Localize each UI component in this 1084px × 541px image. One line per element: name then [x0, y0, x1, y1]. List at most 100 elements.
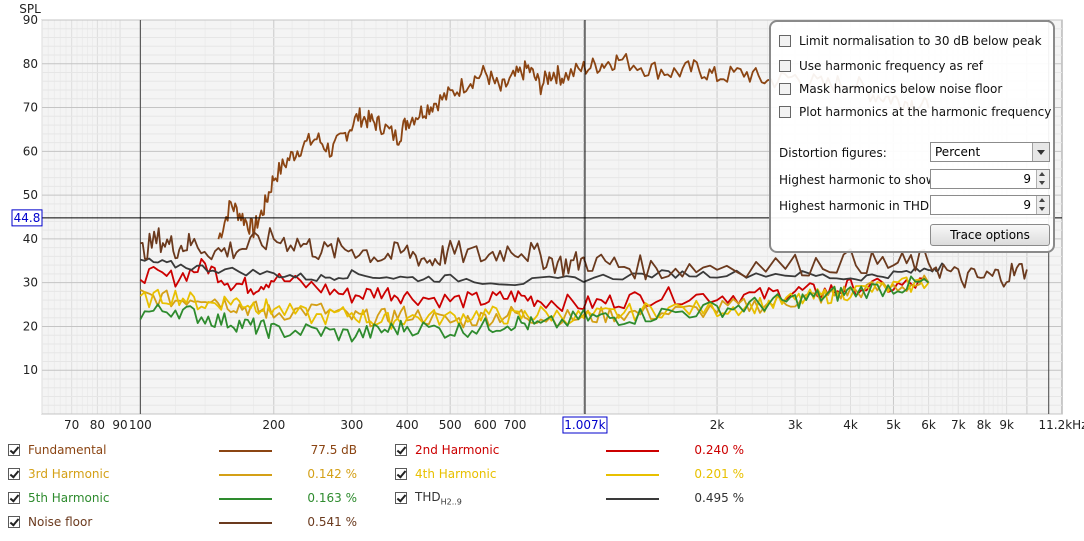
- chevron-down-icon[interactable]: [1032, 143, 1049, 161]
- legend-label: 2nd Harmonic: [415, 443, 500, 457]
- 2nd-harmonic-checkbox[interactable]: [395, 444, 407, 456]
- cursor-y-box: [11, 209, 43, 227]
- mask-harmonics-label: Mask harmonics below noise floor: [799, 82, 1003, 96]
- plot-harmonics-checkbox[interactable]: [779, 106, 791, 118]
- thd-checkbox[interactable]: [395, 492, 407, 504]
- highest-harmonic-thd-label: Highest harmonic in THD:: [779, 199, 934, 213]
- y-tick-label: 80: [23, 57, 38, 71]
- cursor-x-box: [562, 416, 608, 434]
- y-tick-label: 70: [23, 101, 38, 115]
- legend-swatch: [606, 450, 659, 452]
- fundamental-checkbox[interactable]: [8, 444, 20, 456]
- legend-item-3rd-harmonic[interactable]: 3rd Harmonic: [8, 464, 109, 484]
- y-tick-label: 40: [23, 232, 38, 246]
- distortion-figures-label: Distortion figures:: [779, 146, 887, 160]
- harmonic-frequency-ref-checkbox[interactable]: [779, 60, 791, 72]
- legend-item-fundamental[interactable]: Fundamental: [8, 440, 107, 460]
- x-tick-label: 500: [439, 418, 462, 432]
- x-tick-label: 80: [90, 418, 105, 432]
- series-line-thd: [140, 257, 945, 287]
- legend-value: 0.495 %: [694, 491, 744, 505]
- legend-value: 77.5 dB: [310, 443, 357, 457]
- legend-value: 0.163 %: [307, 491, 357, 505]
- distortion-figures-select[interactable]: Percent: [930, 142, 1050, 162]
- x-tick-label: 7k: [951, 418, 966, 432]
- legend-label: Fundamental: [28, 443, 107, 457]
- series-line-noise-floor: [140, 227, 1028, 289]
- legend-label: 3rd Harmonic: [28, 467, 110, 481]
- highest-harmonic-show-stepper[interactable]: 9: [930, 169, 1050, 189]
- legend-swatch: [219, 474, 272, 476]
- legend-swatch: [219, 498, 272, 500]
- x-tick-label: 5k: [886, 418, 901, 432]
- x-tick-label: 9k: [999, 418, 1014, 432]
- series-line-5th-harmonic: [139, 275, 930, 343]
- harmonic-frequency-ref-option[interactable]: Use harmonic frequency as ref: [779, 59, 983, 73]
- plot-harmonics-option[interactable]: Plot harmonics at the harmonic frequency: [779, 105, 1051, 119]
- legend-item-4th-harmonic[interactable]: 4th Harmonic: [395, 464, 496, 484]
- chart-series: [139, 53, 1028, 343]
- x-tick-label: 6k: [921, 418, 936, 432]
- chart-legend: Fundamental 77.5 dB 3rd Harmonic 0.142 %…: [0, 438, 1084, 541]
- legend-swatch: [606, 474, 659, 476]
- y-axis-label: SPL: [19, 2, 41, 16]
- 4th-harmonic-checkbox[interactable]: [395, 468, 407, 480]
- x-tick-label: 100: [129, 418, 152, 432]
- distortion-options-panel: Limit normalisation to 30 dB below peak …: [769, 20, 1055, 253]
- x-tick-label: 400: [396, 418, 419, 432]
- thd-name: THD: [415, 489, 441, 504]
- legend-label: 5th Harmonic: [28, 491, 110, 505]
- trace-options-button[interactable]: Trace options: [930, 224, 1050, 246]
- legend-label: Noise floor: [28, 515, 93, 529]
- highest-harmonic-show-label: Highest harmonic to show:: [779, 173, 940, 187]
- plot-harmonics-label: Plot harmonics at the harmonic frequency: [799, 105, 1052, 119]
- y-tick-label: 10: [23, 363, 38, 377]
- noise-floor-checkbox[interactable]: [8, 516, 20, 528]
- legend-swatch: [219, 522, 272, 524]
- x-tick-label: 90: [112, 418, 127, 432]
- x-tick-label: 700: [504, 418, 527, 432]
- x-tick-label: 600: [474, 418, 497, 432]
- highest-harmonic-thd-value: 9: [1023, 198, 1031, 212]
- spin-down-icon[interactable]: [1036, 179, 1049, 188]
- mask-harmonics-option[interactable]: Mask harmonics below noise floor: [779, 82, 1002, 96]
- legend-value: 0.541 %: [307, 515, 357, 529]
- x-axis-end-label: 11.2kHz: [1039, 418, 1084, 432]
- legend-label: THDH2..9: [415, 490, 462, 506]
- x-tick-label: 3k: [788, 418, 803, 432]
- y-tick-label: 30: [23, 276, 38, 290]
- mask-harmonics-checkbox[interactable]: [779, 83, 791, 95]
- legend-item-noise-floor[interactable]: Noise floor: [8, 512, 92, 532]
- y-tick-label: 50: [23, 188, 38, 202]
- cursor-x-label: 1.007k: [564, 418, 605, 432]
- cursor-y-label: 44.8: [14, 211, 41, 225]
- legend-swatch: [219, 450, 272, 452]
- legend-value: 0.142 %: [307, 467, 357, 481]
- x-tick-label: 200: [262, 418, 285, 432]
- x-tick-label: 2k: [710, 418, 725, 432]
- highest-harmonic-thd-stepper[interactable]: 9: [930, 195, 1050, 215]
- legend-swatch: [606, 498, 659, 500]
- y-tick-label: 20: [23, 319, 38, 333]
- thd-subscript: H2..9: [440, 497, 462, 507]
- limit-normalisation-option[interactable]: Limit normalisation to 30 dB below peak: [779, 34, 1042, 48]
- legend-value: 0.201 %: [694, 467, 744, 481]
- y-tick-label: 90: [23, 13, 38, 27]
- harmonic-frequency-ref-label: Use harmonic frequency as ref: [799, 59, 983, 73]
- series-line-fundamental: [217, 53, 930, 240]
- limit-normalisation-label: Limit normalisation to 30 dB below peak: [799, 34, 1042, 48]
- x-tick-label: 4k: [843, 418, 858, 432]
- x-tick-label: 8k: [977, 418, 992, 432]
- legend-label: 4th Harmonic: [415, 467, 497, 481]
- legend-item-2nd-harmonic[interactable]: 2nd Harmonic: [395, 440, 499, 460]
- legend-item-5th-harmonic[interactable]: 5th Harmonic: [8, 488, 109, 508]
- series-line-2nd-harmonic: [139, 257, 930, 313]
- 3rd-harmonic-checkbox[interactable]: [8, 468, 20, 480]
- limit-normalisation-checkbox[interactable]: [779, 35, 791, 47]
- legend-value: 0.240 %: [694, 443, 744, 457]
- x-tick-label: 300: [340, 418, 363, 432]
- 5th-harmonic-checkbox[interactable]: [8, 492, 20, 504]
- legend-item-thd[interactable]: THDH2..9: [395, 488, 462, 508]
- spin-down-icon[interactable]: [1036, 205, 1049, 214]
